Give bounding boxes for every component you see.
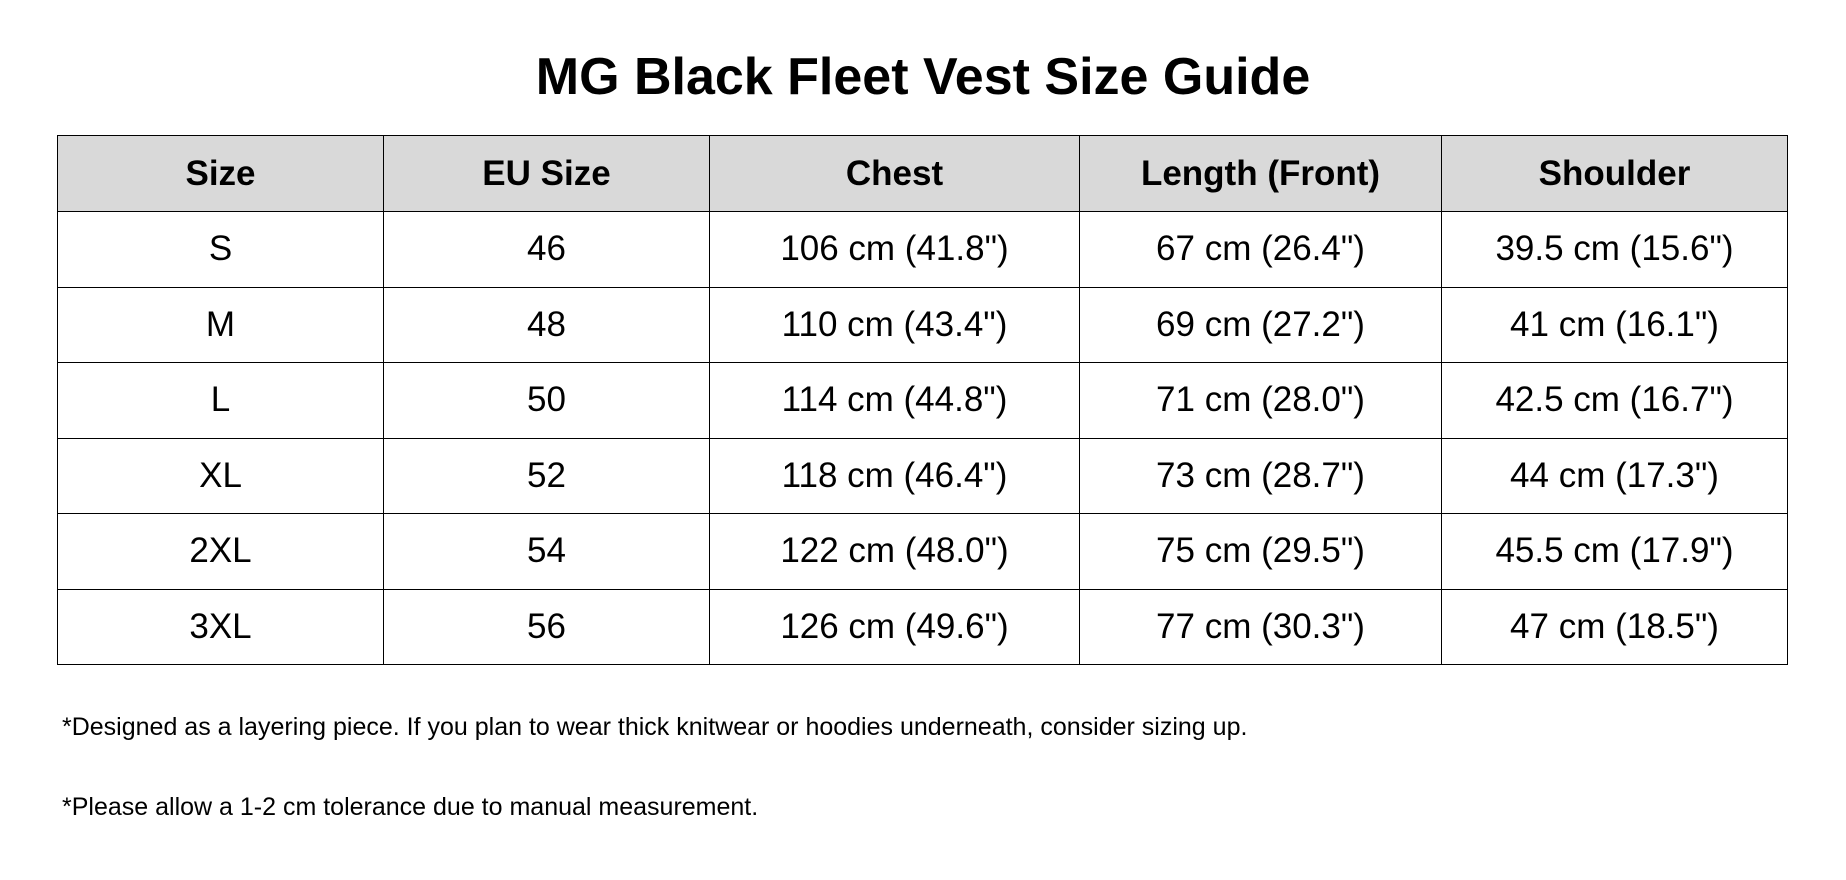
table-cell: S xyxy=(57,211,384,288)
note: *Designed as a layering piece. If you pl… xyxy=(62,713,1248,741)
table-cell: 110 cm (43.4") xyxy=(709,286,1080,363)
table-row: 2XL 54 122 cm (48.0") 75 cm (29.5") 45.5 cm … xyxy=(57,513,1788,590)
table-cell: 106 cm (41.8") xyxy=(709,211,1080,288)
table-cell: 52 xyxy=(383,437,710,514)
table-cell: 73 cm (28.7") xyxy=(1079,437,1442,514)
header-row: Size EU Size Chest Length (Front) Shoulder xyxy=(57,135,1788,212)
table-cell: 42.5 cm (16.7") xyxy=(1441,362,1788,439)
table-cell: 67 cm (26.4") xyxy=(1079,211,1442,288)
header-cell: Chest xyxy=(709,135,1080,212)
table-cell: 56 xyxy=(383,588,710,665)
table-cell: 118 cm (46.4") xyxy=(709,437,1080,514)
table-cell: 77 cm (30.3") xyxy=(1079,588,1442,665)
table-cell: 48 xyxy=(383,286,710,363)
table-cell: 41 cm (16.1") xyxy=(1441,286,1788,363)
table-cell: 2XL xyxy=(57,513,384,590)
header-cell: Shoulder xyxy=(1441,135,1788,212)
note: *Please allow a 1-2 cm tolerance due to … xyxy=(62,793,759,821)
table-cell: 3XL xyxy=(57,588,384,665)
table-cell: 44 cm (17.3") xyxy=(1441,437,1788,514)
table-row: XL 52 118 cm (46.4") 73 cm (28.7") 44 cm (17… xyxy=(57,437,1788,514)
table-row: 3XL 56 126 cm (49.6") 77 cm (30.3") 47 cm (1… xyxy=(57,588,1788,665)
table-cell: 45.5 cm (17.9") xyxy=(1441,513,1788,590)
size-table: Size EU Size Chest Length (Front) Shoulder S… xyxy=(57,135,1788,665)
header-cell: Size xyxy=(57,135,384,212)
table-cell: M xyxy=(57,286,384,363)
title: MG Black Fleet Vest Size Guide xyxy=(535,48,1311,106)
table-cell: 122 cm (48.0") xyxy=(709,513,1080,590)
table-cell: XL xyxy=(57,437,384,514)
table-cell: 71 cm (28.0") xyxy=(1079,362,1442,439)
table-cell: 75 cm (29.5") xyxy=(1079,513,1442,590)
table-row: L 50 114 cm (44.8") 71 cm (28.0") 42.5 cm (1… xyxy=(57,362,1788,439)
table-row: M 48 110 cm (43.4") 69 cm (27.2") 41 cm (16.… xyxy=(57,286,1788,363)
table-cell: 69 cm (27.2") xyxy=(1079,286,1442,363)
table-cell: 114 cm (44.8") xyxy=(709,362,1080,439)
table-body: S 46 106 cm (41.8") 67 cm (26.4") 39.5 cm (1… xyxy=(57,211,1788,665)
table-cell: 126 cm (49.6") xyxy=(709,588,1080,665)
table-cell: 46 xyxy=(383,211,710,288)
table-row: S 46 106 cm (41.8") 67 cm (26.4") 39.5 cm (1… xyxy=(57,211,1788,288)
table-cell: 39.5 cm (15.6") xyxy=(1441,211,1788,288)
table-cell: L xyxy=(57,362,384,439)
header-cell: EU Size xyxy=(383,135,710,212)
header-cell: Length (Front) xyxy=(1079,135,1442,212)
table-cell: 50 xyxy=(383,362,710,439)
table-cell: 54 xyxy=(383,513,710,590)
table-cell: 47 cm (18.5") xyxy=(1441,588,1788,665)
